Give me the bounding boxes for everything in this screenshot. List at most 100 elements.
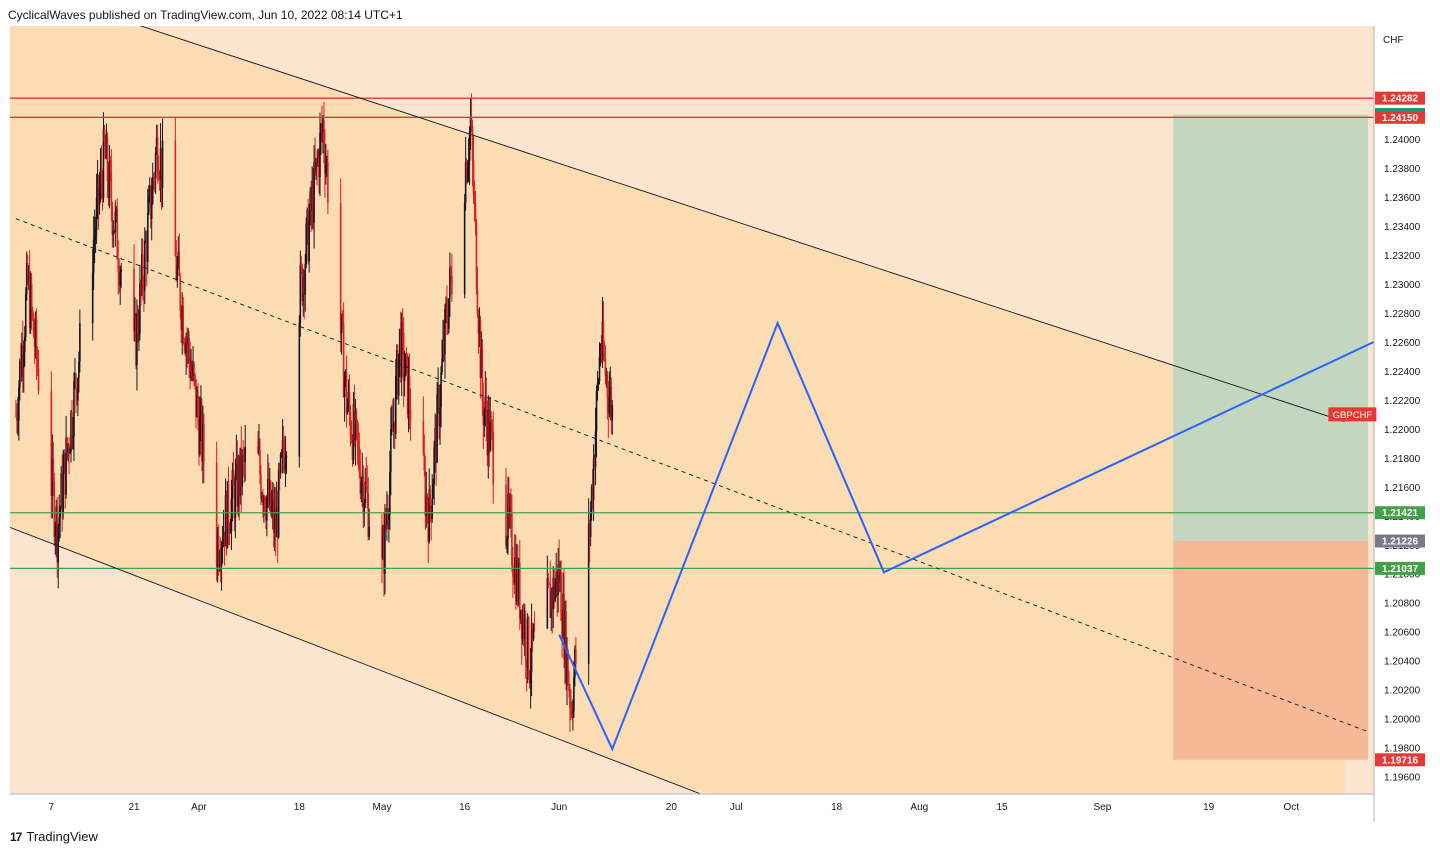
candle-body: [144, 240, 146, 291]
candle-body: [112, 230, 115, 235]
candle-body: [198, 416, 200, 455]
candle-body: [436, 394, 438, 463]
candle-body: [242, 454, 245, 456]
time-tick-label: 20: [666, 802, 678, 813]
candle-body: [561, 620, 563, 638]
price-tick-label: 1.22200: [1384, 396, 1421, 407]
candle-body: [267, 479, 269, 497]
candle-body: [191, 371, 193, 376]
candle-body: [401, 322, 404, 333]
candle-body: [394, 375, 397, 435]
candle-body: [447, 321, 449, 329]
time-axis[interactable]: 7 21 Apr 18 May 16 Jun 20 Jul 18 Aug 15 Sep 19 Oct: [10, 793, 1374, 813]
candle-body: [552, 577, 555, 610]
trend-lines[interactable]: [10, 0, 1369, 794]
candle-body: [507, 493, 509, 539]
candle-body: [220, 547, 223, 566]
candle-body: [105, 137, 108, 159]
candle-body: [34, 319, 37, 348]
candle-body: [266, 496, 268, 521]
candle-body: [314, 161, 316, 171]
candle-body: [479, 320, 482, 378]
candle-body: [146, 213, 149, 263]
candle-body: [548, 583, 551, 585]
candle-body: [511, 511, 513, 566]
candle-body: [437, 391, 439, 395]
candle-body: [183, 341, 185, 345]
candle-body: [505, 484, 507, 547]
candle-body: [562, 593, 564, 638]
candle-body: [233, 486, 236, 519]
candle-body: [232, 470, 235, 487]
candle-body: [187, 337, 189, 345]
candle-body: [607, 396, 610, 414]
candle-body: [55, 506, 58, 533]
candle-body: [270, 506, 273, 514]
candle-body: [177, 251, 180, 266]
position-zones: [1173, 114, 1369, 760]
candle-body: [348, 392, 351, 412]
candle-body: [70, 412, 72, 452]
candle-body: [240, 447, 243, 487]
brand-footer[interactable]: 17 TradingView: [10, 829, 98, 844]
candle-body: [62, 472, 64, 514]
price-tag-label: 1.19716: [1382, 755, 1419, 766]
candle-body: [113, 230, 116, 233]
candle-body: [119, 271, 122, 286]
price-tag-label: 1.24150: [1382, 113, 1419, 124]
candle-body: [472, 160, 475, 196]
candle-body: [134, 318, 136, 332]
candle-body: [480, 348, 483, 378]
candle-body: [174, 140, 177, 257]
candle-body: [482, 401, 485, 425]
candle-body: [185, 340, 187, 354]
candle-body: [148, 186, 151, 197]
candle-body: [450, 267, 452, 276]
candle-body: [307, 209, 309, 262]
candle-body: [237, 463, 240, 507]
price-tick-label: 1.22400: [1384, 367, 1421, 378]
candle-body: [26, 263, 29, 281]
candle-body: [424, 470, 427, 516]
price-tick-label: 1.19600: [1384, 773, 1421, 784]
horizontal-levels[interactable]: [10, 97, 1374, 570]
candle-body: [109, 160, 112, 173]
candle-body: [92, 239, 95, 273]
candle-body: [398, 329, 401, 355]
candle-body: [404, 353, 407, 376]
time-tick-label: 16: [459, 802, 471, 813]
candle-body: [606, 374, 609, 397]
candle-body: [226, 481, 229, 549]
candle-body: [473, 195, 476, 204]
candle-body: [300, 265, 303, 267]
candle-body: [572, 711, 574, 714]
candle-body: [136, 314, 138, 366]
candle-body: [385, 514, 387, 525]
candle-body: [557, 564, 559, 596]
candle-body: [551, 591, 554, 610]
candle-body: [236, 457, 239, 507]
candle-body: [299, 265, 302, 324]
candle-body: [358, 446, 361, 473]
candle-body: [16, 414, 18, 421]
candle-body: [523, 619, 526, 639]
price-axis[interactable]: CHF 1.19600 1.19800 1.20000 1.20200 1.20400 1.…: [1373, 0, 1440, 822]
candle-body: [231, 470, 234, 499]
candle-body: [277, 469, 280, 538]
price-tag-label: 1.21421: [1382, 508, 1419, 519]
candle-body: [393, 421, 395, 432]
candle-body: [138, 333, 140, 335]
candle-body: [51, 458, 54, 496]
candle-body: [609, 387, 612, 398]
time-tick-label: 15: [996, 802, 1008, 813]
candle-body: [282, 440, 285, 455]
candle-body: [182, 305, 185, 342]
candle-body: [21, 345, 24, 368]
time-tick-label: Jun: [551, 802, 567, 813]
candle-body: [512, 565, 514, 577]
candle-body: [368, 526, 371, 537]
candle-body: [392, 424, 394, 432]
projection-path[interactable]: [558, 320, 1375, 752]
candle-body: [222, 531, 225, 545]
